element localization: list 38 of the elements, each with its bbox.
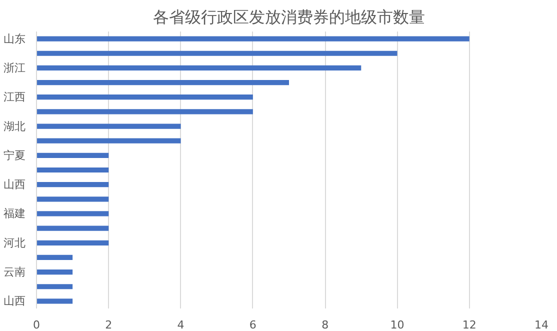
y-tick-label: 宁夏 xyxy=(4,148,26,162)
y-tick-label: 福建 xyxy=(4,207,26,220)
x-tick-label: 10 xyxy=(390,318,404,331)
bar xyxy=(36,65,362,70)
x-tick-label: 8 xyxy=(322,318,329,331)
y-tick-label: 山东 xyxy=(4,32,26,46)
x-tick-label: 6 xyxy=(249,318,256,331)
bar xyxy=(36,196,109,202)
bar xyxy=(36,50,398,56)
bar xyxy=(36,109,253,114)
bar xyxy=(36,254,73,260)
bar xyxy=(36,298,73,304)
y-tick-label: 山西 xyxy=(4,294,26,308)
bar xyxy=(36,226,109,231)
x-tick-label: 2 xyxy=(105,318,112,331)
y-tick-label: 浙江 xyxy=(4,61,26,74)
bar xyxy=(36,182,109,188)
bar xyxy=(36,240,109,246)
y-tick-label: 河北 xyxy=(4,236,26,250)
y-tick-label: 山西 xyxy=(4,178,26,192)
x-tick-label: 4 xyxy=(177,318,184,331)
y-tick-label: 江西 xyxy=(4,90,26,104)
x-tick-label: 12 xyxy=(462,318,476,331)
bar xyxy=(36,284,73,290)
y-tick-label: 湖北 xyxy=(4,120,26,133)
bar xyxy=(36,36,470,42)
x-tick-label: 14 xyxy=(534,318,548,331)
bar xyxy=(36,167,109,173)
y-tick-label: 云南 xyxy=(4,266,26,279)
bar xyxy=(36,124,181,129)
bar xyxy=(36,80,289,86)
bar xyxy=(36,152,109,158)
x-tick-label: 0 xyxy=(33,318,40,331)
chart-title: 各省级行政区发放消费券的地级市数量 xyxy=(153,8,425,26)
bar xyxy=(36,94,253,100)
bar xyxy=(36,138,181,144)
bar xyxy=(36,270,73,275)
bar xyxy=(36,211,109,216)
